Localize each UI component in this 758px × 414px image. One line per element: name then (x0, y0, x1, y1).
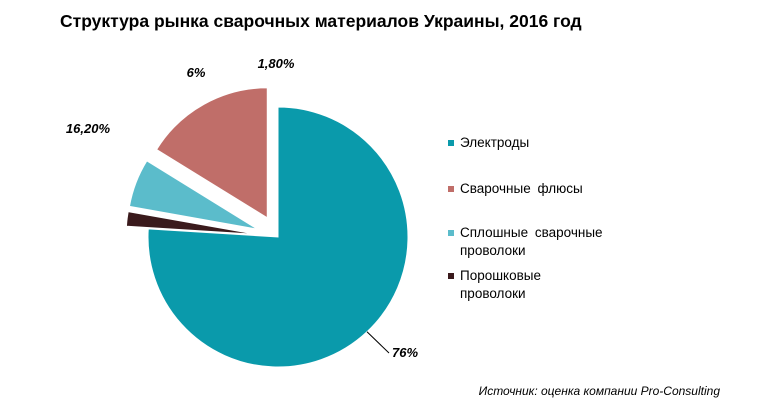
data-label-2: 1,80% (258, 56, 295, 71)
legend-swatch (448, 186, 454, 192)
legend-item-1: Электроды (448, 134, 529, 152)
data-label-1: 76% (392, 345, 418, 360)
legend-label: Сплошные сварочные проволоки (460, 225, 603, 258)
leader-line-1 (366, 331, 390, 354)
pie-slice-2 (125, 211, 257, 235)
chart-title: Структура рынка сварочных материалов Укр… (60, 11, 582, 31)
legend-swatch (448, 230, 454, 236)
pie-slice-4 (155, 87, 268, 219)
legend-item-2: Сварочные флюсы (448, 180, 583, 198)
pie-slice-3 (128, 160, 258, 230)
source-note: Источник: оценка компании Pro-Consulting (478, 384, 720, 398)
legend-label: Порошковые проволоки (460, 268, 542, 301)
data-label-4: 16,20% (66, 121, 111, 136)
legend-swatch (448, 273, 454, 279)
data-label-3: 6% (187, 65, 206, 80)
legend-item-3: Сплошные сварочные проволоки (448, 224, 603, 260)
legend-item-4: Порошковые проволоки (448, 267, 541, 303)
legend-label: Сварочные флюсы (460, 181, 583, 196)
legend-label: Электроды (460, 135, 530, 150)
legend-swatch (448, 140, 454, 146)
